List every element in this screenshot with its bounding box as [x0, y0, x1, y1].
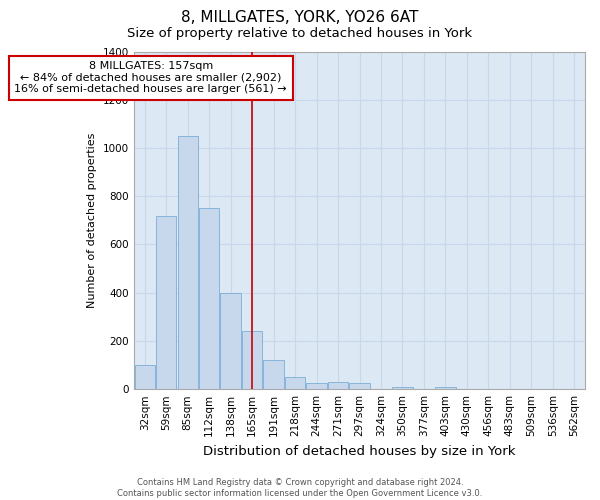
Bar	[307, 383, 327, 389]
Text: 8 MILLGATES: 157sqm
← 84% of detached houses are smaller (2,902)
16% of semi-det: 8 MILLGATES: 157sqm ← 84% of detached ho…	[14, 61, 287, 94]
Bar	[349, 383, 370, 389]
Y-axis label: Number of detached properties: Number of detached properties	[88, 132, 97, 308]
Text: Contains HM Land Registry data © Crown copyright and database right 2024.
Contai: Contains HM Land Registry data © Crown c…	[118, 478, 482, 498]
Bar	[392, 387, 413, 389]
Bar	[435, 387, 455, 389]
Text: 8, MILLGATES, YORK, YO26 6AT: 8, MILLGATES, YORK, YO26 6AT	[181, 10, 419, 25]
Bar	[285, 377, 305, 389]
Bar	[178, 136, 198, 389]
Text: Size of property relative to detached houses in York: Size of property relative to detached ho…	[127, 28, 473, 40]
Bar	[328, 382, 348, 389]
Bar	[199, 208, 220, 389]
Bar	[134, 365, 155, 389]
Bar	[156, 216, 176, 389]
Bar	[220, 292, 241, 389]
Bar	[242, 332, 262, 389]
Bar	[263, 360, 284, 389]
X-axis label: Distribution of detached houses by size in York: Distribution of detached houses by size …	[203, 444, 516, 458]
